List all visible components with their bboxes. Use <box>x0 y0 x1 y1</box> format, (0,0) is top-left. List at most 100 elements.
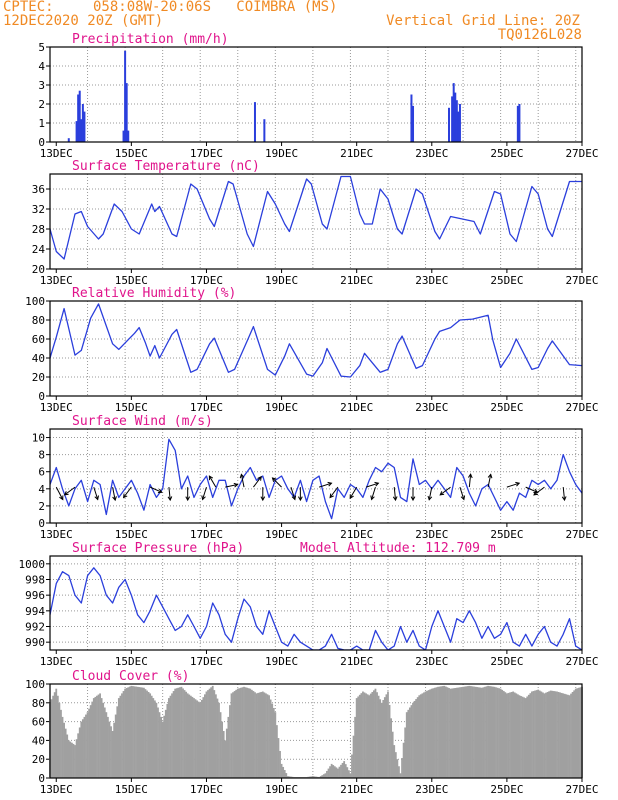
panel-3-xtick-label: 19DEC <box>265 401 298 414</box>
panel-6-cloud-bar <box>258 692 261 778</box>
panel-4-wind-arrowhead <box>327 481 333 487</box>
panel-6-cloud-bar <box>208 688 211 778</box>
panel-6-cloud-bar <box>161 721 164 778</box>
panel-4-ytick-label: 6 <box>38 466 45 479</box>
panel-6-cloud-bar <box>418 695 421 778</box>
panel-3-xtick-label: 27DEC <box>565 401 598 414</box>
panel-4-wind-arrowhead <box>271 477 277 482</box>
panel-6-cloud-bar <box>388 704 391 778</box>
panel-6-cloud-bar <box>182 688 184 778</box>
panel-6-cloud-bar <box>526 696 529 778</box>
panel-6-cloud-bar <box>419 694 422 778</box>
panel-4-ytick-label: 8 <box>38 449 45 462</box>
panel-6-cloud-bar <box>319 776 322 778</box>
panel-1-bar <box>458 104 461 142</box>
panel-6-cloud-bar <box>518 695 521 778</box>
panel-6-cloud-bar <box>219 712 222 778</box>
panel-6-cloud-bar <box>571 691 574 778</box>
panel-6-cloud-bar <box>183 690 186 778</box>
panel-6-xtick-label: 17DEC <box>190 783 223 796</box>
panel-6-cloud-bar <box>432 688 435 778</box>
panel-6-cloud-bar <box>230 693 233 778</box>
panel-6-cloud-bar <box>545 692 547 778</box>
panel-4-series-line <box>50 438 582 520</box>
panel-6-cloud-bar <box>146 690 148 778</box>
panel-6-title: Cloud Cover (%) <box>72 669 189 684</box>
panel-6-cloud-bar <box>67 740 70 778</box>
panel-6-cloud-bar <box>434 687 436 778</box>
panel-6-cloud-bar <box>452 688 455 778</box>
panel-6-cloud-bar <box>280 763 283 778</box>
panel-6-cloud-bar <box>313 776 316 778</box>
panel-6-cloud-bar <box>390 718 393 778</box>
panel-6-cloud-bar <box>424 691 427 778</box>
panel-4-wind-vector <box>468 474 472 488</box>
panel-4-wind-vector <box>329 486 339 498</box>
panel-6-cloud-bar <box>308 776 311 778</box>
panel-4-wind-arrowhead <box>112 496 117 502</box>
panel-6-cloud-bar <box>86 712 89 778</box>
panel-6-cloud-bar <box>94 696 97 778</box>
panel-6-cloud-bar <box>387 691 389 778</box>
panel-6-ytick-label: 20 <box>32 753 45 766</box>
panel-6-cloud-bar <box>394 752 397 778</box>
panel-6-cloud-bar <box>130 685 133 778</box>
panel-6-cloud-bar <box>354 716 357 778</box>
panel-6-cloud-bar <box>576 688 579 778</box>
panel-6-cloud-bar <box>355 698 358 778</box>
panel-1-title: Precipitation (mm/h) <box>72 32 229 47</box>
panel-6-cloud-bar <box>443 685 446 778</box>
panel-6-cloud-bar <box>189 695 192 778</box>
panel-6-cloud-bar <box>132 686 134 778</box>
panel-2-xtick-label: 19DEC <box>265 274 298 287</box>
panel-6-cloud-bar <box>214 694 217 778</box>
panel-6-cloud-bar <box>484 686 486 778</box>
panel-1-xtick-label: 13DEC <box>40 147 73 160</box>
panel-6-cloud-bar <box>455 687 458 778</box>
header-grid-note: Vertical Grid Line: 20Z <box>386 13 580 29</box>
panel-6-cloud-bar <box>446 687 449 778</box>
panel-6-cloud-bar <box>393 745 396 778</box>
panel-6-cloud-bar <box>402 742 405 778</box>
panel-6-cloud-bar <box>113 722 116 778</box>
panel-6-cloud-bar <box>407 709 410 778</box>
panel-6-cloud-bar <box>404 727 407 778</box>
panel-6-cloud-bar <box>261 691 264 778</box>
panel-6-cloud-bar <box>50 699 53 778</box>
panel-6-cloud-bar <box>279 750 281 778</box>
panel-4-xtick-label: 13DEC <box>40 528 73 541</box>
panel-6-cloud-bar <box>91 701 94 778</box>
panel-6-cloud-bar <box>341 762 344 778</box>
panel-2-xtick-label: 25DEC <box>490 274 523 287</box>
panel-6-cloud-bar <box>193 698 195 778</box>
panel-2-frame <box>49 173 583 270</box>
panel-6-cloud-bar <box>429 689 432 778</box>
panel-6-cloud-bar <box>454 687 457 778</box>
panel-6-cloud-bar <box>174 688 177 778</box>
panel-6-cloud-bar <box>379 699 382 778</box>
panel-2-ytick-label: 28 <box>32 223 45 236</box>
panel-6-cloud-bar <box>199 702 202 778</box>
panel-1-ytick-label: 5 <box>38 41 45 54</box>
panel-1-bar <box>516 105 519 142</box>
panel-6-cloud-bar <box>527 694 530 778</box>
panel-6-cloud-bar <box>549 690 552 778</box>
panel-6-cloud-bar <box>288 776 291 778</box>
panel-1-bar <box>83 111 86 142</box>
panel-6-cloud-bar <box>537 689 540 778</box>
panel-6-cloud-bar <box>487 685 490 778</box>
panel-6-cloud-bar <box>268 695 270 778</box>
panel-4-wind-vector <box>349 486 358 499</box>
panel-1-bar <box>263 119 266 142</box>
panel-6-cloud-bar <box>150 695 153 778</box>
panel-6-cloud-bar <box>106 716 109 778</box>
panel-6-cloud-bar <box>546 691 549 778</box>
panel-6-cloud-bar <box>243 686 245 778</box>
panel-3-ytick-label: 0 <box>38 390 45 403</box>
panel-6-cloud-bar <box>560 692 563 778</box>
panel-4-ytick-label: 0 <box>38 517 45 530</box>
panel-6-cloud-bar <box>538 690 541 778</box>
panel-1-xtick-label: 25DEC <box>490 147 523 160</box>
panel-1-ytick-label: 4 <box>38 60 45 73</box>
panel-6-cloud-bar <box>177 687 180 778</box>
